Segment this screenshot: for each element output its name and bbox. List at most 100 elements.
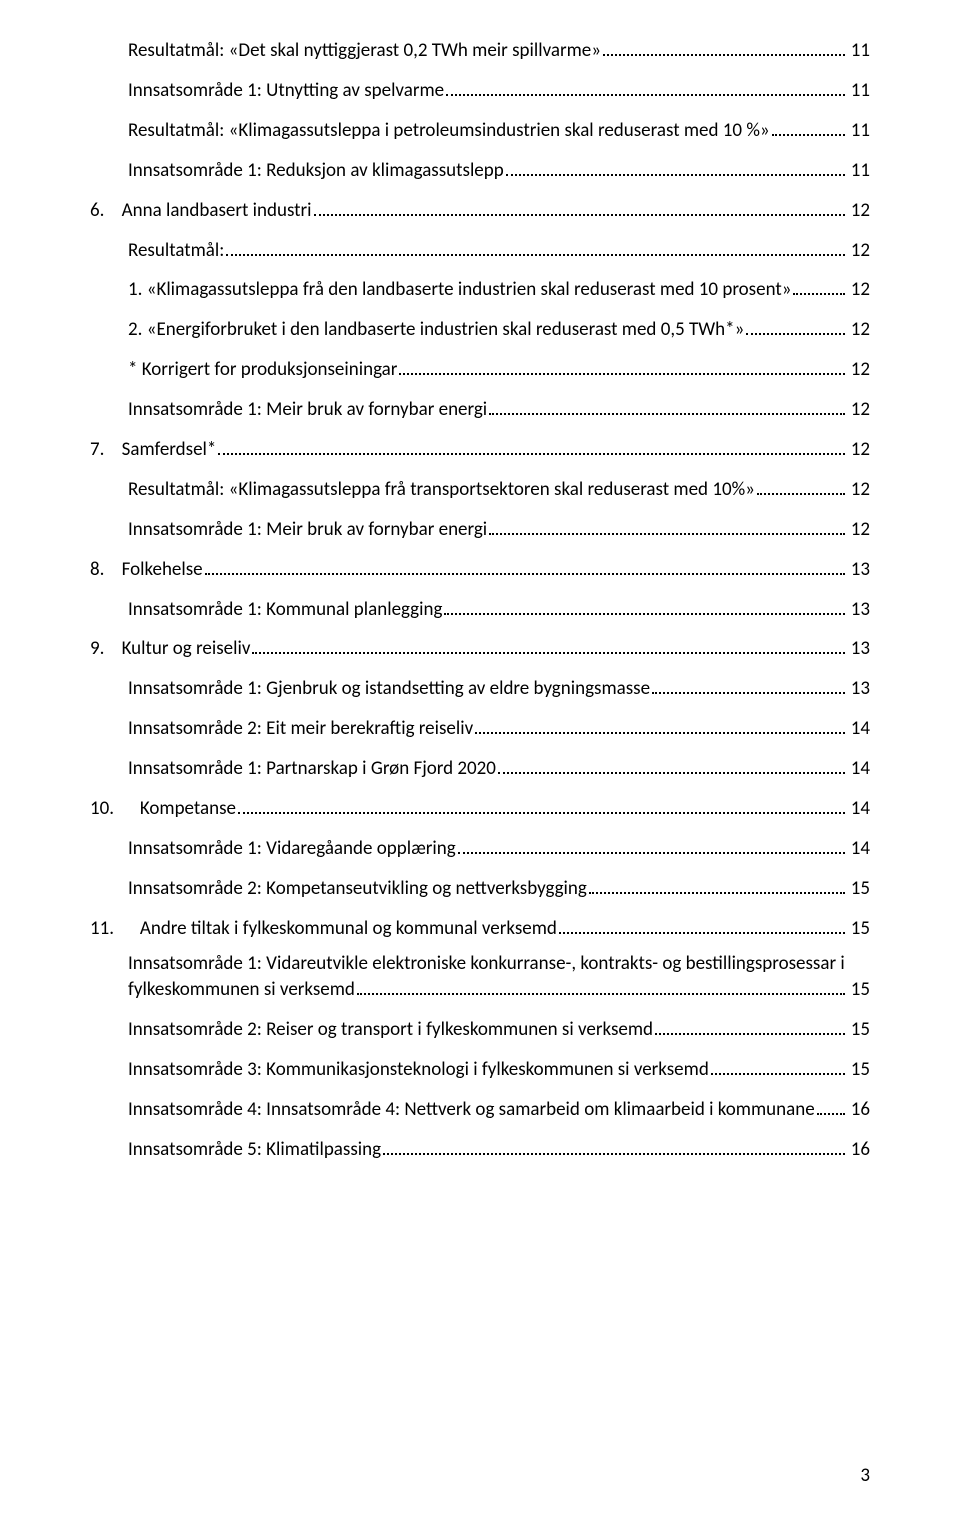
toc-entry[interactable]: Innsatsområde 1: Partnarskap i Grøn Fjor… bbox=[90, 754, 870, 780]
toc-leader bbox=[559, 914, 845, 934]
toc-entry-page: 12 bbox=[847, 200, 870, 222]
toc-leader bbox=[218, 435, 844, 455]
page: Resultatmål: «Det skal nyttiggjerast 0,2… bbox=[0, 0, 960, 1521]
toc-leader bbox=[589, 874, 845, 894]
toc-entry[interactable]: Innsatsområde 4: Innsatsområde 4: Nettve… bbox=[90, 1095, 870, 1121]
toc-entry-label: Innsatsområde 2: Eit meir berekraftig re… bbox=[128, 718, 473, 740]
toc-entry-page: 16 bbox=[847, 1139, 870, 1161]
toc-entry[interactable]: Innsatsområde 1: Gjenbruk og istandsetti… bbox=[90, 674, 870, 700]
toc-entry[interactable]: Resultatmål: «Klimagassutsleppa i petrol… bbox=[90, 116, 870, 142]
toc-entry-page: 12 bbox=[847, 399, 870, 421]
toc-entry-label: Innsatsområde 1: Reduksjon av klimagassu… bbox=[128, 160, 504, 182]
toc-entry-label: Kultur og reiseliv bbox=[122, 638, 251, 660]
toc-entry[interactable]: 11. Andre tiltak i fylkeskommunal og kom… bbox=[90, 914, 870, 940]
toc-entry-label: Samferdsel* bbox=[122, 439, 217, 461]
toc-entry[interactable]: Resultatmål: «Klimagassutsleppa frå tran… bbox=[90, 475, 870, 501]
toc-entry-page: 12 bbox=[847, 519, 870, 541]
toc-entry-page: 13 bbox=[847, 678, 870, 700]
toc-entry[interactable]: 1. «Klimagassutsleppa frå den landbasert… bbox=[90, 275, 870, 301]
toc-entry[interactable]: Resultatmål: «Det skal nyttiggjerast 0,2… bbox=[90, 36, 870, 62]
toc-entry-page: 12 bbox=[847, 319, 870, 341]
toc-entry[interactable]: 7. Samferdsel* 12 bbox=[90, 435, 870, 461]
toc-entry[interactable]: Innsatsområde 2: Reiser og transport i f… bbox=[90, 1015, 870, 1041]
toc-entry-page: 15 bbox=[847, 918, 870, 940]
toc-leader bbox=[314, 196, 845, 216]
toc-entry-label: Innsatsområde 2: Kompetanseutvikling og … bbox=[128, 878, 587, 900]
toc-entry[interactable]: Innsatsområde 1: Utnytting av spelvarme 1… bbox=[90, 76, 870, 102]
toc-entry-label: Innsatsområde 1: Utnytting av spelvarme bbox=[128, 80, 444, 102]
toc-entry-page: 14 bbox=[847, 798, 870, 820]
toc-entry-label: Folkehelse bbox=[122, 559, 203, 581]
toc-entry-label: Resultatmål: «Det skal nyttiggjerast 0,2… bbox=[128, 40, 601, 62]
toc-entry[interactable]: Innsatsområde 1: Meir bruk av fornybar e… bbox=[90, 515, 870, 541]
toc-entry[interactable]: Innsatsområde 1: Kommunal planlegging13 bbox=[90, 594, 870, 620]
toc-entry-page: 12 bbox=[847, 279, 870, 301]
toc-entry[interactable]: Resultatmål: 12 bbox=[90, 235, 870, 261]
toc-leader bbox=[226, 235, 844, 255]
toc-entry-number: 9. bbox=[90, 638, 122, 660]
toc-entry[interactable]: Innsatsområde 1: Meir bruk av fornybar e… bbox=[90, 395, 870, 421]
toc-leader bbox=[475, 714, 845, 734]
toc-leader bbox=[444, 594, 844, 614]
toc-entry-label: fylkeskommunen si verksemd bbox=[128, 979, 355, 1001]
toc-entry[interactable]: 10. Kompetanse 14 bbox=[90, 794, 870, 820]
toc-entry-number: 7. bbox=[90, 439, 122, 461]
toc-entry-page: 12 bbox=[847, 359, 870, 381]
toc-entry-label: Resultatmål: «Klimagassutsleppa i petrol… bbox=[128, 120, 770, 142]
toc-entry-label: Innsatsområde 4: Innsatsområde 4: Nettve… bbox=[128, 1099, 815, 1121]
toc-entry-number: 6. bbox=[90, 200, 122, 222]
page-number: 3 bbox=[860, 1464, 870, 1487]
toc-entry[interactable]: Innsatsområde 2: Eit meir berekraftig re… bbox=[90, 714, 870, 740]
toc-entry-page: 15 bbox=[847, 1019, 870, 1041]
toc-entry[interactable]: 2. «Energiforbruket i den landbaserte in… bbox=[90, 315, 870, 341]
toc-entry[interactable]: * Korrigert for produksjonseiningar 12 bbox=[90, 355, 870, 381]
toc-entry-page: 11 bbox=[847, 120, 870, 142]
toc-leader bbox=[252, 634, 844, 654]
toc-entry[interactable]: Innsatsområde 1: Vidareutvikle elektroni… bbox=[90, 953, 870, 1001]
toc-entry[interactable]: Innsatsområde 1: Reduksjon av klimagassu… bbox=[90, 156, 870, 182]
toc-entry[interactable]: 9. Kultur og reiseliv 13 bbox=[90, 634, 870, 660]
toc-entry-label: Innsatsområde 1: Vidareutvikle elektroni… bbox=[128, 953, 845, 975]
toc-entry-label: Andre tiltak i fylkeskommunal og kommuna… bbox=[140, 918, 557, 940]
toc-leader bbox=[711, 1055, 845, 1075]
toc-leader bbox=[793, 275, 844, 295]
toc-entry-label: Innsatsområde 2: Reiser og transport i f… bbox=[128, 1019, 653, 1041]
toc-entry-label: Innsatsområde 1: Meir bruk av fornybar e… bbox=[128, 519, 487, 541]
toc-entry-label: Innsatsområde 1: Kommunal planlegging bbox=[128, 599, 442, 621]
toc-leader bbox=[458, 834, 845, 854]
toc-entry-page: 12 bbox=[847, 439, 870, 461]
toc-entry-label: Innsatsområde 3: Kommunikasjonsteknologi… bbox=[128, 1059, 709, 1081]
toc-entry-page: 14 bbox=[847, 838, 870, 860]
toc-entry-number: 11. bbox=[90, 918, 140, 940]
toc-entry-label: Kompetanse bbox=[140, 798, 236, 820]
toc-leader bbox=[357, 975, 845, 995]
toc-entry-page: 15 bbox=[847, 979, 870, 1001]
toc-entry-page: 11 bbox=[847, 160, 870, 182]
toc-entry-number: 10. bbox=[90, 798, 140, 820]
toc-leader bbox=[772, 116, 845, 136]
toc-leader bbox=[746, 315, 844, 335]
toc-leader bbox=[383, 1135, 845, 1155]
toc-entry-page: 14 bbox=[847, 718, 870, 740]
toc-leader bbox=[399, 355, 844, 375]
toc-entry-page: 11 bbox=[847, 80, 870, 102]
toc-leader bbox=[603, 36, 845, 56]
toc-entry-label: Innsatsområde 1: Partnarskap i Grøn Fjor… bbox=[128, 758, 496, 780]
toc-entry[interactable]: Innsatsområde 2: Kompetanseutvikling og … bbox=[90, 874, 870, 900]
toc-leader bbox=[446, 76, 845, 96]
toc-entry[interactable]: Innsatsområde 5: Klimatilpassing16 bbox=[90, 1135, 870, 1161]
toc-entry[interactable]: 8. Folkehelse13 bbox=[90, 555, 870, 581]
toc-entry-page: 12 bbox=[847, 479, 870, 501]
toc-entry-page: 13 bbox=[847, 638, 870, 660]
toc-entry[interactable]: Innsatsområde 3: Kommunikasjonsteknologi… bbox=[90, 1055, 870, 1081]
toc-entry-page: 11 bbox=[847, 40, 870, 62]
toc-leader bbox=[757, 475, 845, 495]
toc-entry-page: 12 bbox=[847, 240, 870, 262]
toc-leader bbox=[205, 555, 845, 575]
toc-leader bbox=[506, 156, 845, 176]
toc-entry-label: * Korrigert for produksjonseiningar bbox=[128, 359, 397, 381]
toc-entry-label: Innsatsområde 1: Gjenbruk og istandsetti… bbox=[128, 678, 650, 700]
toc-entry[interactable]: Innsatsområde 1: Vidaregåande opplæring1… bbox=[90, 834, 870, 860]
toc-entry-label: Resultatmål: bbox=[128, 240, 224, 262]
toc-entry[interactable]: 6. Anna landbasert industri12 bbox=[90, 196, 870, 222]
